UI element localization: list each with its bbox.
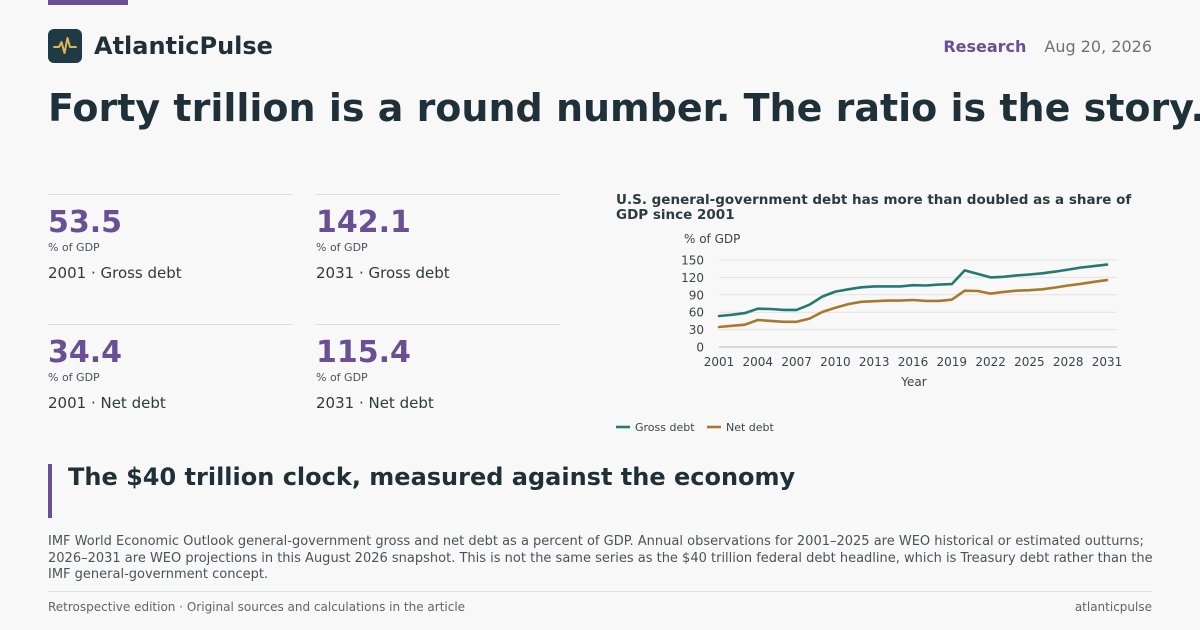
publish-date: Aug 20, 2026 [1044,36,1152,56]
x-tick-label: 2028 [1053,355,1084,369]
x-tick-label: 2013 [859,355,890,369]
kpi-gross-2001: 53.5 % of GDP 2001 · Gross debt [48,194,292,282]
kpi-label: 2031 · Net debt [316,394,434,412]
series-line-net-debt [717,278,1109,329]
kpi-label: 2001 · Net debt [48,394,166,412]
pulse-icon [48,29,82,63]
footer-divider [48,591,1152,592]
kpi-unit: % of GDP [48,241,100,254]
brand-name: AtlanticPulse [94,32,273,60]
x-tick-label: 2010 [820,355,851,369]
legend-label: Net debt [726,421,775,434]
x-tick-label: 2025 [1014,355,1045,369]
kpi-net-2031: 115.4 % of GDP 2031 · Net debt [316,324,560,412]
kpi-net-2001: 34.4 % of GDP 2001 · Net debt [48,324,292,412]
kpi-unit: % of GDP [316,241,368,254]
brand[interactable]: AtlanticPulse [48,29,273,63]
footer-site-link[interactable]: atlanticpulse [1074,600,1152,614]
x-tick-label: 2004 [743,355,774,369]
x-tick-label: 2001 [704,355,735,369]
headline: Forty trillion is a round number. The ra… [48,86,1200,130]
legend-label: Gross debt [635,421,695,434]
y-tick-label: 0 [696,341,704,355]
y-tick-label: 30 [689,323,704,337]
y-axis-label: % of GDP [684,232,740,246]
kpi-label: 2001 · Gross debt [48,264,182,282]
section-link[interactable]: Research [943,36,1027,56]
kpi-unit: % of GDP [48,371,100,384]
y-tick-label: 120 [681,271,704,285]
x-tick-label: 2016 [898,355,929,369]
x-tick-label: 2022 [975,355,1006,369]
kpi-value: 34.4 [48,335,123,370]
x-tick-label: 2019 [937,355,968,369]
x-axis-label: Year [900,375,926,389]
methodology-note: IMF World Economic Outlook general-gover… [48,534,1153,582]
kpi-value: 115.4 [316,335,411,370]
section-subhead: The $40 trillion clock, measured against… [68,463,796,491]
debt-line-chart: % of GDP 0 30 60 90 120 150 2001 2004 2007 2010 201… [616,232,1123,434]
footer-edition-note: Retrospective edition · Original sources… [48,600,466,614]
kpi-value: 142.1 [316,205,411,240]
x-tick-label: 2031 [1092,355,1123,369]
kpi-unit: % of GDP [316,371,368,384]
article-meta: Research Aug 20, 2026 [943,37,1152,56]
kpi-value: 53.5 [48,205,123,240]
subhead-accent-bar [48,464,52,518]
header: AtlanticPulse Research Aug 20, 2026 [48,28,1152,64]
top-accent-bar [48,0,128,5]
kpi-gross-2031: 142.1 % of GDP 2031 · Gross debt [316,194,560,282]
y-tick-label: 150 [681,254,704,268]
chart-title: U.S. general-government debt has more th… [616,192,1132,223]
x-tick-label: 2007 [781,355,812,369]
y-tick-label: 90 [689,288,704,302]
series-line-gross-debt [717,263,1109,318]
kpi-label: 2031 · Gross debt [316,264,450,282]
y-tick-label: 60 [689,306,704,320]
